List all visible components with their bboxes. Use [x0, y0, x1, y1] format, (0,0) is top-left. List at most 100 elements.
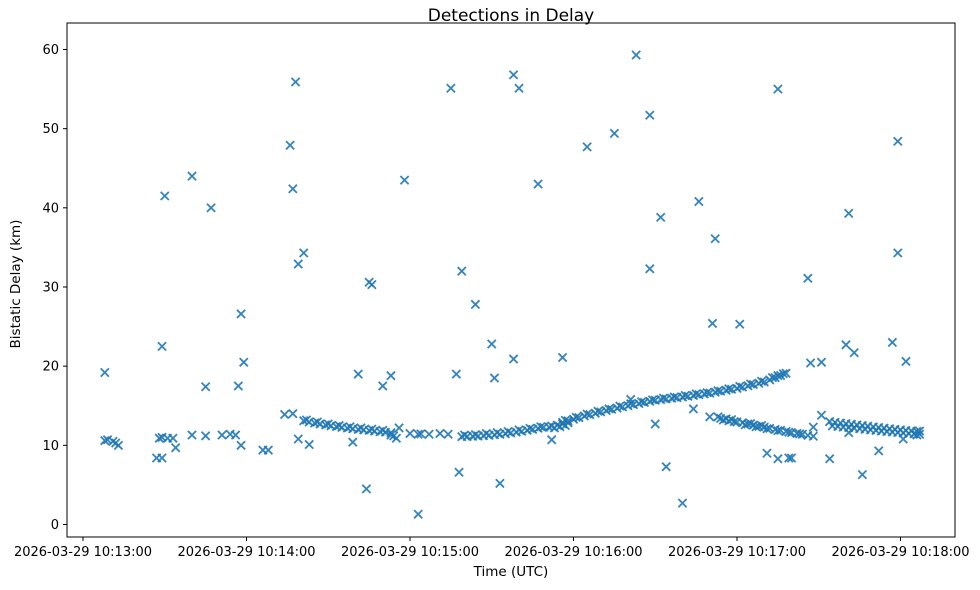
data-point-marker: [756, 376, 767, 386]
data-point-marker: [893, 248, 903, 258]
data-point-marker: [625, 399, 636, 409]
data-point-marker: [312, 417, 323, 427]
x-axis-label: Time (UTC): [473, 564, 549, 580]
data-point-marker: [901, 356, 911, 367]
data-point-marker: [323, 419, 333, 429]
data-point-marker: [200, 382, 211, 392]
data-point-marker: [734, 319, 745, 329]
y-tick-label: 10: [42, 439, 59, 454]
data-point-marker: [816, 357, 827, 367]
data-point-marker: [647, 395, 658, 405]
data-point-marker: [873, 446, 884, 456]
data-point-marker: [230, 430, 241, 440]
data-point-marker: [293, 434, 304, 444]
data-point-marker: [824, 454, 835, 464]
data-point-marker: [233, 381, 244, 391]
data-point-marker: [650, 419, 660, 429]
data-point-marker: [849, 347, 859, 358]
x-tick-label: 2026-03-29 10:14:00: [177, 545, 315, 560]
data-point-marker: [724, 383, 734, 394]
data-point-marker: [481, 428, 492, 439]
data-point-marker: [773, 454, 783, 464]
data-point-marker: [745, 379, 756, 389]
data-point-marker: [762, 448, 772, 458]
data-point-marker: [378, 381, 388, 391]
y-tick-label: 60: [42, 43, 59, 58]
data-point-marker: [304, 439, 314, 450]
data-point-marker: [154, 433, 165, 443]
data-point-marker: [290, 77, 301, 87]
data-point-marker: [773, 425, 783, 436]
data-point-marker: [157, 453, 167, 463]
data-point-marker: [334, 420, 344, 431]
data-point-marker: [536, 421, 546, 432]
y-tick-label: 30: [42, 280, 59, 295]
data-point-marker: [655, 212, 666, 223]
data-point-marker: [784, 427, 794, 438]
x-tick-label: 2026-03-29 10:18:00: [831, 545, 969, 560]
data-point-marker: [378, 425, 388, 436]
data-point-marker: [459, 430, 470, 440]
data-point-marker: [784, 453, 794, 463]
data-point-marker: [710, 233, 720, 244]
data-point-marker: [794, 429, 805, 439]
data-point-marker: [217, 430, 227, 440]
data-point-marker: [786, 453, 797, 463]
data-point-marker: [745, 418, 756, 429]
data-point-marker: [293, 259, 304, 269]
data-point-marker: [702, 387, 712, 398]
x-tick-label: 2026-03-29 10:13:00: [14, 545, 152, 560]
y-axis-label: Bistatic Delay (km): [8, 219, 24, 349]
data-point-marker: [345, 421, 355, 432]
data-point-marker: [816, 410, 827, 420]
data-point-marker: [424, 429, 434, 439]
data-point-marker: [705, 412, 715, 422]
data-point-marker: [508, 70, 519, 80]
data-point-marker: [239, 357, 249, 367]
data-point-marker: [413, 509, 423, 519]
data-point-marker: [707, 318, 718, 329]
data-point-marker: [503, 426, 513, 437]
scatter-points-layer: [100, 50, 925, 519]
data-point-marker: [100, 435, 110, 446]
data-point-marker: [604, 404, 614, 414]
data-point-marker: [694, 196, 704, 207]
data-point-marker: [451, 369, 462, 379]
data-point-marker: [560, 415, 571, 426]
data-point-marker: [386, 430, 396, 440]
data-point-marker: [677, 498, 688, 508]
data-point-marker: [645, 110, 655, 120]
data-point-marker: [435, 428, 445, 439]
x-tick-label: 2026-03-29 10:17:00: [668, 545, 806, 560]
data-point-marker: [669, 392, 680, 402]
data-point-marker: [443, 429, 453, 439]
data-point-marker: [803, 273, 813, 284]
data-point-marker: [585, 409, 595, 420]
data-point-marker: [734, 381, 745, 392]
data-point-marker: [691, 389, 701, 399]
data-point-marker: [446, 83, 456, 94]
data-point-marker: [356, 423, 366, 433]
data-point-marker: [187, 171, 197, 181]
data-point-marker: [200, 431, 211, 441]
data-point-marker: [596, 407, 606, 417]
data-point-marker: [808, 431, 819, 441]
data-point-marker: [514, 83, 524, 94]
y-tick-label: 40: [42, 201, 59, 216]
data-point-marker: [557, 352, 568, 363]
data-point-marker: [778, 368, 789, 379]
data-point-marker: [416, 429, 426, 439]
data-point-marker: [102, 435, 113, 445]
data-point-marker: [609, 128, 620, 139]
data-point-marker: [100, 367, 110, 378]
data-point-marker: [367, 424, 377, 434]
data-point-marker: [805, 358, 816, 368]
data-point-marker: [508, 354, 519, 364]
y-tick-label: 0: [51, 518, 59, 533]
data-point-marker: [170, 442, 181, 453]
data-point-marker: [113, 440, 124, 451]
data-point-marker: [279, 409, 290, 420]
data-point-marker: [367, 279, 377, 290]
data-point-marker: [582, 142, 592, 152]
